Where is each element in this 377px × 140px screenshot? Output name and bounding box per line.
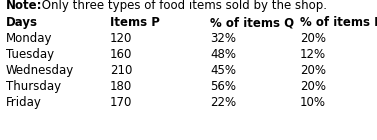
Text: Note:: Note: — [6, 0, 43, 12]
Text: Only three types of food items sold by the shop.: Only three types of food items sold by t… — [38, 0, 327, 12]
Text: Tuesday: Tuesday — [6, 48, 54, 61]
Text: 20%: 20% — [300, 64, 326, 77]
Text: 180: 180 — [110, 80, 132, 93]
Text: Friday: Friday — [6, 96, 42, 109]
Text: 48%: 48% — [210, 48, 236, 61]
Text: Items P: Items P — [110, 16, 160, 29]
Text: 120: 120 — [110, 32, 132, 45]
Text: 170: 170 — [110, 96, 132, 109]
Text: 22%: 22% — [210, 96, 236, 109]
Text: % of items R: % of items R — [300, 16, 377, 29]
Text: Thursday: Thursday — [6, 80, 61, 93]
Text: 10%: 10% — [300, 96, 326, 109]
Text: 160: 160 — [110, 48, 132, 61]
Text: % of items Q: % of items Q — [210, 16, 294, 29]
Text: Monday: Monday — [6, 32, 52, 45]
Text: 12%: 12% — [300, 48, 326, 61]
Text: 56%: 56% — [210, 80, 236, 93]
Text: Days: Days — [6, 16, 38, 29]
Text: 20%: 20% — [300, 32, 326, 45]
Text: Wednesday: Wednesday — [6, 64, 74, 77]
Text: 210: 210 — [110, 64, 132, 77]
Text: 20%: 20% — [300, 80, 326, 93]
Text: 45%: 45% — [210, 64, 236, 77]
Text: 32%: 32% — [210, 32, 236, 45]
